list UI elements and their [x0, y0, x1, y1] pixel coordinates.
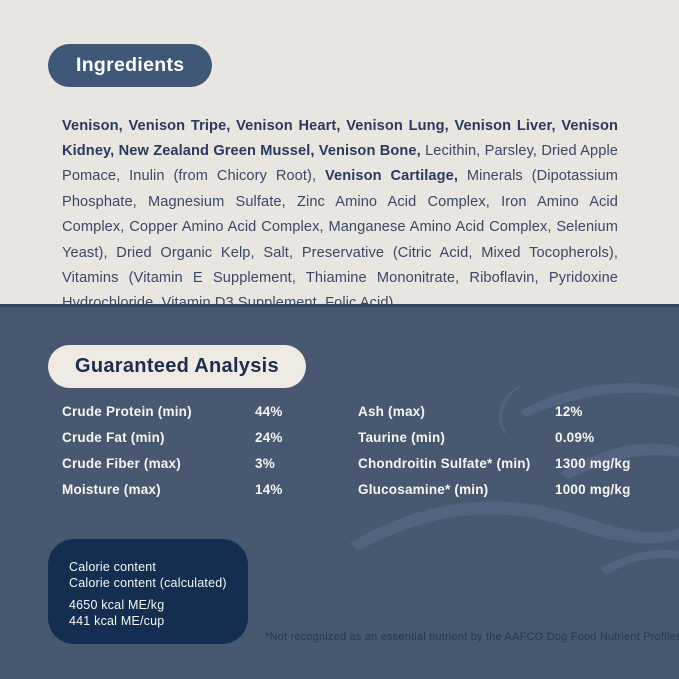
analysis-value: 14% — [255, 482, 283, 497]
analysis-value: 3% — [255, 456, 275, 471]
ingredients-segment: Venison, Venison Tripe, Venison Heart, V… — [62, 117, 618, 159]
ingredients-segment: Venison Cartilage, — [325, 168, 467, 185]
analysis-value: 24% — [255, 430, 283, 445]
analysis-value: 12% — [555, 404, 583, 419]
guaranteed-analysis-header-pill: Guaranteed Analysis — [48, 345, 306, 388]
analysis-value: 44% — [255, 404, 283, 419]
calorie-value: 441 kcal ME/cup — [69, 613, 165, 628]
analysis-label: Moisture (max) — [62, 482, 161, 497]
ingredients-segment: Lecithin, Parsley, Dried Apple Pomace, I… — [62, 143, 619, 185]
analysis-value: 1300 mg/kg — [555, 456, 631, 471]
analysis-label: Crude Fat (min) — [62, 430, 165, 445]
analysis-label: Chondroitin Sulfate* (min) — [358, 456, 531, 471]
analysis-table: Crude Protein (min) 44% Ash (max) 12% Cr… — [62, 404, 639, 499]
analysis-label: Crude Protein (min) — [62, 404, 192, 419]
analysis-label: Ash (max) — [358, 404, 426, 419]
analysis-label: Crude Fiber (max) — [62, 456, 181, 471]
ingredients-title: Ingredients — [76, 54, 185, 76]
calorie-value: 4650 kcal ME/kg — [69, 598, 165, 612]
calorie-line: Calorie content — [69, 560, 157, 574]
calorie-content-box: Calorie content Calorie content (calcula… — [48, 539, 248, 644]
analysis-label: Taurine (min) — [358, 430, 446, 445]
guaranteed-analysis-title: Guaranteed Analysis — [75, 355, 279, 377]
ingredients-section: Ingredients Venison, Venison Tripe, Veni… — [0, 0, 679, 311]
analysis-label: Glucosamine* (min) — [358, 482, 489, 497]
analysis-value: 1000 mg/kg — [555, 482, 631, 497]
guaranteed-analysis-section: Guaranteed Analysis Crude Protein (min) … — [0, 307, 679, 679]
ingredients-header-pill: Ingredients — [48, 44, 213, 87]
analysis-value: 0.09% — [555, 430, 595, 445]
aafco-footnote: *Not recognized as an essential nutrient… — [265, 631, 679, 643]
section-divider — [0, 304, 679, 307]
calorie-line: Calorie content (calculated) — [69, 575, 227, 590]
ingredients-paragraph: Venison, Venison Tripe, Venison Heart, V… — [62, 114, 618, 317]
ingredients-segment: Minerals (Dipotassium Phosphate, Magnesi… — [62, 168, 618, 311]
